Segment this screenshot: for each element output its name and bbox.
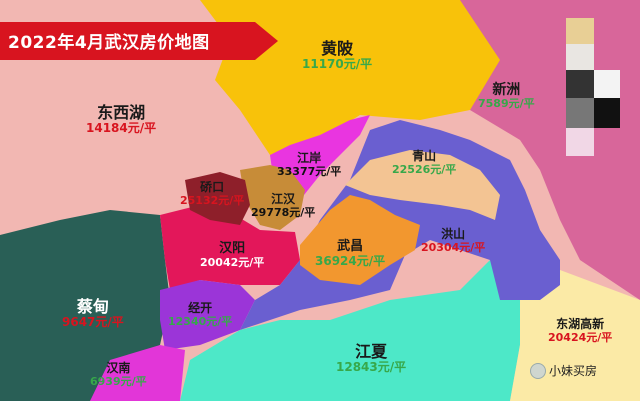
label-caidian: 蔡甸 9647元/平	[62, 297, 124, 330]
label-jiangan: 江岸 33377元/平	[277, 151, 342, 178]
label-hannan: 汉南 6939元/平	[90, 361, 147, 388]
region-huangpi	[200, 0, 520, 160]
label-jiangxia: 江夏 12843元/平	[336, 342, 407, 375]
label-xinzhou: 新洲 7589元/平	[478, 82, 535, 111]
pixel-logo	[566, 18, 620, 156]
label-huangpi: 黄陂 11170元/平	[302, 39, 373, 72]
label-jianghan: 江汉 29778元/平	[251, 192, 316, 219]
watermark: 小妹买房	[530, 362, 597, 379]
label-wuchang: 武昌 36924元/平	[315, 239, 386, 268]
region-hanyang	[160, 205, 300, 290]
region-qingshan	[345, 150, 500, 220]
page-title: 2022年4月武汉房价地图	[8, 33, 210, 53]
label-qiaokou: 硚口 25132元/平	[180, 180, 245, 207]
region-jingkai	[160, 280, 255, 350]
title-banner	[0, 22, 278, 60]
label-donghu-gaoxin: 东湖高新 20424元/平	[548, 317, 613, 344]
region-jianghan	[240, 165, 305, 230]
label-dongxihu: 东西湖 14184元/平	[86, 103, 157, 136]
region-qiaokou	[185, 172, 250, 225]
region-jiangxia	[180, 260, 520, 401]
region-caidian	[0, 210, 170, 401]
label-jingkai: 经开 12340元/平	[168, 301, 233, 328]
label-hongshan: 洪山 20304元/平	[421, 227, 486, 254]
region-wuchang	[300, 195, 420, 285]
region-hannan	[90, 345, 185, 401]
label-qingshan: 青山 22526元/平	[392, 149, 457, 176]
watermark-text: 小妹买房	[549, 364, 598, 378]
wechat-icon	[530, 362, 546, 379]
label-hanyang: 汉阳 20042元/平	[200, 241, 265, 269]
